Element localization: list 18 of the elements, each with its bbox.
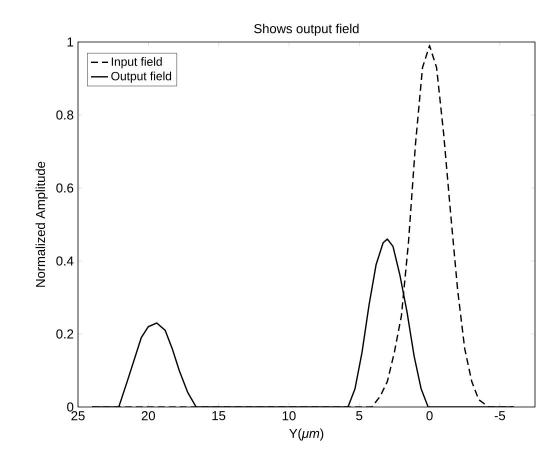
x-tick-label: 0 — [426, 411, 433, 420]
x-tick-label: 25 — [71, 411, 85, 420]
y-axis-title: Normalized Amplitude — [36, 162, 48, 287]
x-tick-label: 5 — [356, 411, 362, 420]
y-tick-label: 1 — [68, 38, 74, 46]
x-tick-label: -5 — [494, 411, 506, 420]
x-tick-label: 20 — [142, 411, 156, 420]
x-tick-label: 10 — [282, 411, 296, 420]
y-tick-label: 0.6 — [56, 183, 74, 193]
y-tick-label: 0.4 — [56, 256, 74, 266]
chart-title: Shows output field — [254, 24, 359, 36]
legend-label: Output field — [111, 72, 172, 83]
legend-label: Input field — [112, 57, 162, 68]
x-axis-title: Y(μm) — [289, 428, 324, 441]
y-tick-label: 0 — [67, 402, 74, 412]
y-tick-label: 0.8 — [56, 110, 74, 120]
y-tick-label: 0.2 — [56, 329, 74, 339]
x-tick-label: 15 — [212, 411, 226, 420]
